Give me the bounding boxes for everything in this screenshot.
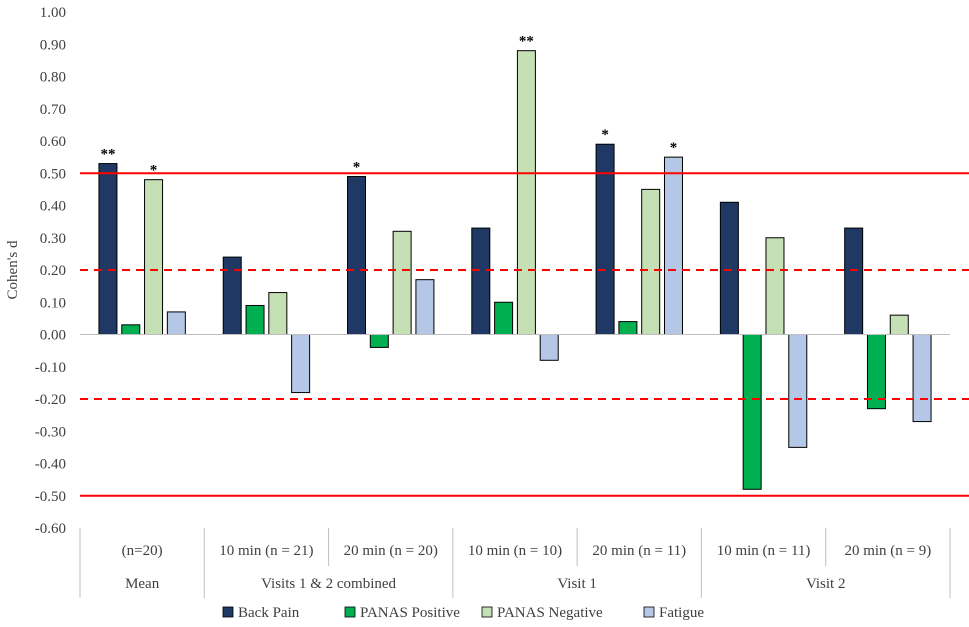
legend-swatch [344,606,356,618]
y-tick-label: -0.30 [35,424,66,440]
significance-annotations: ******** [100,34,677,179]
bar-panas-positive [121,324,141,336]
category-axis-table: (n=20) Mean 10 min (n = 21) 20 min (n = 20)… [79,528,951,598]
y-axis-label: Cohen's d [5,240,21,299]
bar-panas-positive [245,304,265,336]
group-label: Visits 1 & 2 combined [261,576,396,592]
y-tick-label: -0.50 [35,489,66,505]
legend-label: PANAS Positive [360,605,460,621]
bar-panas-negative [392,230,412,335]
category-label: 10 min (n = 10) [468,543,562,559]
bar-fatigue [788,334,808,448]
bar-fatigue [663,156,683,335]
legend-swatch [643,606,655,618]
category-label: 20 min (n = 20) [344,543,438,559]
y-tick-label: 0.00 [40,328,66,344]
bar-panas-negative [516,50,536,335]
bar-panas-negative [641,188,661,335]
bar-back-pain [222,256,242,336]
bar-panas-negative [889,314,909,335]
bar-panas-positive [866,334,886,410]
significance-marker: * [150,163,158,179]
y-tick-label: -0.60 [35,521,66,537]
bar-back-pain [844,227,864,335]
significance-marker: ** [100,147,115,163]
bar-fatigue [539,334,559,361]
group-label: Visit 1 [557,576,597,592]
y-tick-label: -0.20 [35,392,66,408]
bar-fatigue [415,279,435,335]
bar-panas-positive [369,334,389,348]
y-tick-label: 0.50 [40,166,66,182]
y-tick-label: -0.40 [35,457,66,473]
category-label: 20 min (n = 11) [592,543,686,559]
category-label: 10 min (n = 11) [717,543,811,559]
bar-panas-positive [618,321,638,336]
bar-fatigue [291,334,311,394]
significance-marker: * [353,159,361,175]
y-tick-label: 0.80 [40,70,66,86]
significance-marker: * [601,127,609,143]
y-axis-ticks: -0.60 -0.50 -0.40 -0.30 -0.20 -0.10 0.00 0.10 0.… [35,5,66,537]
significance-marker: ** [519,34,534,50]
legend-label: Back Pain [238,605,300,621]
category-label: 10 min (n = 21) [219,543,313,559]
category-label: 20 min (n = 9) [844,543,931,559]
bar-panas-negative [765,237,785,335]
category-label: (n=20) [122,543,163,559]
group-label: Visit 2 [806,576,846,592]
bar-back-pain [98,163,118,335]
bar-fatigue [166,311,186,335]
bars [98,50,932,490]
y-tick-label: 0.20 [40,263,66,279]
y-tick-label: 0.10 [40,295,66,311]
y-tick-label: 0.40 [40,199,66,215]
y-tick-label: -0.10 [35,360,66,376]
y-tick-label: 1.00 [40,5,66,21]
bar-back-pain [347,175,367,335]
bar-panas-positive [742,334,762,490]
bar-panas-negative [268,292,288,336]
legend-swatch [481,606,493,618]
legend: Back Pain PANAS Positive PANAS Negative Fat… [222,605,704,621]
legend-label: PANAS Negative [497,605,603,621]
significance-marker: * [670,140,678,156]
group-label: Mean [125,576,160,592]
bar-panas-negative [144,179,164,335]
y-tick-label: 0.70 [40,102,66,118]
bar-panas-positive [494,301,514,335]
legend-swatch [222,606,234,618]
legend-label: Fatigue [659,605,704,621]
bar-fatigue [912,334,932,423]
y-tick-label: 0.90 [40,37,66,53]
y-tick-label: 0.60 [40,134,66,150]
bar-back-pain [471,227,491,335]
y-tick-label: 0.30 [40,231,66,247]
bar-back-pain [719,201,739,335]
reference-lines [80,172,969,497]
